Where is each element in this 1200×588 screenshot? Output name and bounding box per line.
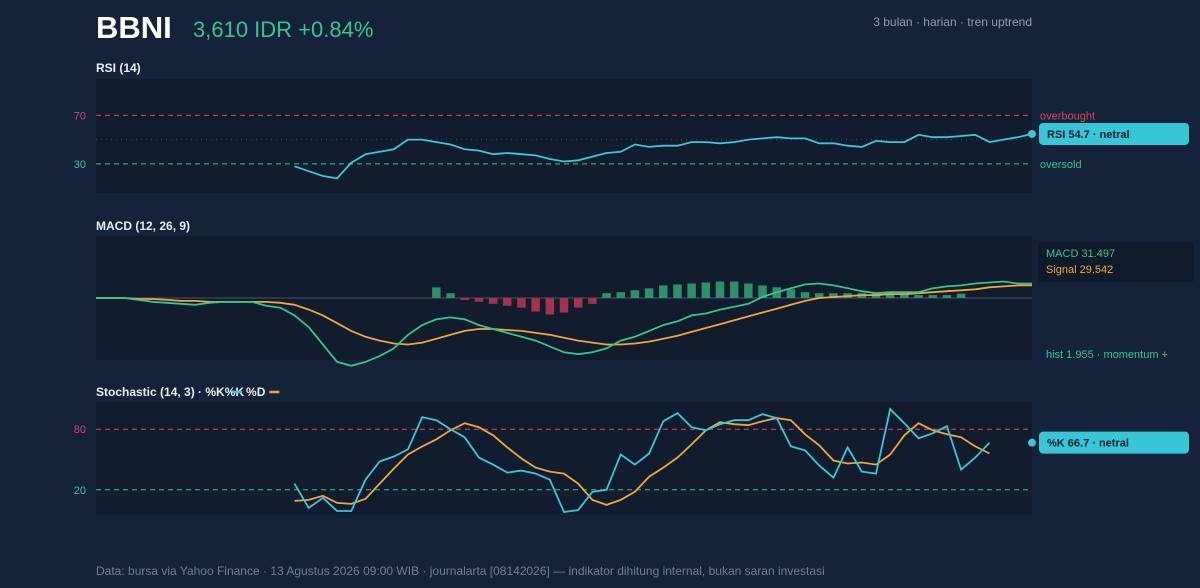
macd-hist-bar <box>715 281 725 298</box>
macd-hist-bar <box>786 289 796 298</box>
stoch-title: Stochastic (14, 3) · %K <box>96 385 225 399</box>
rsi-level-label-oversold: oversold <box>1040 159 1082 171</box>
rsi-panel-bg <box>96 79 1032 193</box>
macd-hist-bar <box>687 283 696 298</box>
macd-hist-bar <box>701 282 711 298</box>
macd-hist-bar <box>659 285 668 298</box>
rsi-level-label-overbought: overbought <box>1040 110 1095 122</box>
stoch-badge: %K 66.7 · netral <box>1047 438 1129 450</box>
rsi-tick-70: 70 <box>74 110 86 122</box>
chart-meta: 3 bulan · harian · tren uptrend <box>873 15 1032 29</box>
macd-hist-bar <box>432 287 441 298</box>
signal-legend-value: Signal 29.542 <box>1046 264 1113 276</box>
stoch-tick-20: 20 <box>74 485 86 497</box>
macd-hist-bar <box>531 298 540 312</box>
ticker-symbol: BBNI <box>96 10 172 45</box>
macd-hist-bar <box>588 298 597 304</box>
macd-hist-bar <box>885 293 895 298</box>
macd-hist-bar <box>800 292 810 298</box>
macd-hist-bar <box>517 298 526 308</box>
macd-hist-bar <box>928 295 937 298</box>
macd-hist-bar <box>630 290 640 298</box>
macd-hist-bar <box>829 293 838 298</box>
macd-hist-bar <box>744 283 753 298</box>
rsi-badge-box <box>1039 122 1189 145</box>
rsi-last-point <box>1028 129 1036 138</box>
macd-hist-bar <box>616 292 625 298</box>
macd-hist-bar <box>602 293 611 298</box>
stoch-legend-d: %D <box>246 385 266 399</box>
macd-hist-bar <box>815 293 824 298</box>
stoch-badge-box <box>1039 431 1189 454</box>
macd-legend-box <box>1038 242 1194 282</box>
macd-hist-bar <box>488 298 498 304</box>
rsi-badge: RSI 54.7 · netral <box>1047 129 1130 141</box>
macd-legend-value: MACD 31.497 <box>1046 248 1115 260</box>
macd-hist-bar <box>758 285 767 298</box>
macd-hist-bar <box>559 298 569 313</box>
macd-hist-bar <box>446 293 455 298</box>
stoch-d-line <box>294 417 990 506</box>
stoch-k-line <box>293 407 991 513</box>
stoch-panel-bg <box>96 402 1032 514</box>
macd-line <box>96 280 1032 367</box>
macd-title: MACD (12, 26, 9) <box>96 219 190 233</box>
rsi-line <box>294 133 1033 180</box>
macd-hist-bar <box>729 281 739 298</box>
rsi-tick-30: 30 <box>74 159 86 171</box>
macd-hist-bar <box>573 298 583 308</box>
stoch-tick-80: 80 <box>74 424 86 436</box>
macd-hist-bar <box>914 295 923 298</box>
macd-hist-bar <box>644 288 654 298</box>
macd-hist-bar <box>956 293 966 298</box>
macd-hist-bar <box>942 295 952 298</box>
macd-hist-bar <box>474 298 484 302</box>
rsi-title: RSI (14) <box>96 61 141 75</box>
price-change: 3,610 IDR +0.84% <box>193 17 374 42</box>
macd-hist-bar <box>503 298 512 306</box>
stoch-last-point <box>1028 438 1036 447</box>
macd-hist-bar <box>900 294 909 298</box>
macd-hist-bar <box>460 298 469 300</box>
macd-hist-legend: hist 1.955 · momentum + <box>1046 349 1168 361</box>
footer-source: Data: bursa via Yahoo Finance · 13 Agust… <box>96 564 825 578</box>
macd-hist-bar <box>545 298 555 315</box>
macd-hist-bar <box>673 284 682 298</box>
